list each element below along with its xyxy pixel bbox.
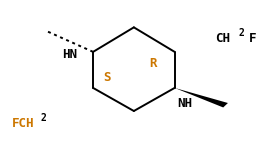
Text: 2: 2 xyxy=(41,113,47,123)
Text: S: S xyxy=(103,71,111,84)
Text: R: R xyxy=(149,57,157,70)
Text: CH: CH xyxy=(215,32,230,45)
Text: 2: 2 xyxy=(239,28,245,38)
Text: F: F xyxy=(248,32,256,45)
Text: HN: HN xyxy=(62,48,77,61)
Polygon shape xyxy=(175,88,228,107)
Text: NH: NH xyxy=(177,97,192,110)
Text: FCH: FCH xyxy=(12,117,34,131)
